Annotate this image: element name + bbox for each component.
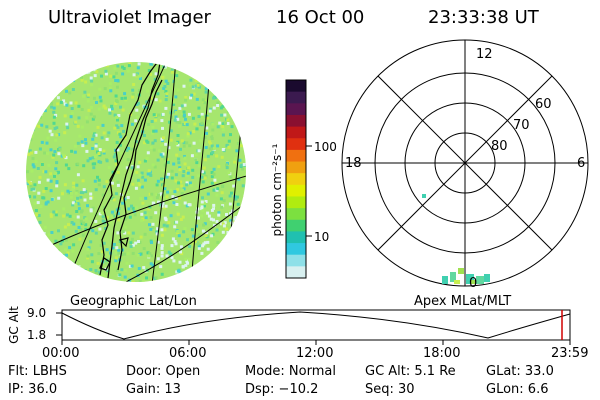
mlat-label-80: 80 <box>491 139 508 154</box>
colorbar-swatch <box>286 196 306 209</box>
colorbar-swatch <box>286 126 306 139</box>
x-tick-1800: 18:00 <box>423 346 461 361</box>
colorbar-swatch <box>286 173 306 186</box>
colorbar-swatch <box>286 80 306 93</box>
uv-image-disc <box>26 62 246 282</box>
polar-plot <box>341 39 589 287</box>
colorbar-swatch <box>286 91 306 104</box>
coastline <box>99 62 163 279</box>
gc-alt-axis-title: GC Alt <box>7 306 21 344</box>
status-gain: Gain: 13 <box>126 382 181 397</box>
mlat-label-70: 70 <box>513 118 530 133</box>
status-dsp: Dsp: −10.2 <box>245 382 319 397</box>
colorbar-tick-10: 10 <box>314 230 330 244</box>
altitude-strip-plot <box>56 309 571 345</box>
status-flt: Flt: LBHS <box>8 364 67 379</box>
colorbar-swatch <box>286 231 306 244</box>
status-door: Door: Open <box>126 364 201 379</box>
time-label: 23:33:38 UT <box>428 7 539 28</box>
colorbar-swatch <box>286 103 306 116</box>
colorbar-swatch <box>286 138 306 151</box>
instrument-title: Ultraviolet Imager <box>48 7 211 28</box>
colorbar-swatch <box>286 208 306 221</box>
colorbar-swatch <box>286 219 306 232</box>
mlt-label-12: 12 <box>476 47 493 62</box>
mlt-label-0: 0 <box>469 276 478 291</box>
colorbar-swatch <box>286 114 306 128</box>
status-mode: Mode: Normal <box>245 364 336 379</box>
mlt-label-6: 6 <box>577 156 586 171</box>
y-tick-1-8: 1.8 <box>27 328 47 342</box>
x-tick-2359: 23:59 <box>551 346 589 361</box>
y-tick-9: 9.0 <box>27 306 47 320</box>
geographic-label: Geographic Lat/Lon <box>70 294 197 309</box>
polar-emission <box>422 194 490 284</box>
colorbar-tick-100: 100 <box>314 140 337 154</box>
x-tick-0600: 06:00 <box>169 346 207 361</box>
colorbar-swatch <box>286 243 306 256</box>
colorbar-swatch <box>286 254 306 267</box>
status-seq: Seq: 30 <box>365 382 415 397</box>
colorbar-swatch <box>286 266 306 279</box>
mlt-label-18: 18 <box>345 156 362 171</box>
colorbar-swatch <box>286 161 306 174</box>
status-ip: IP: 36.0 <box>8 382 58 397</box>
mlat-label-60: 60 <box>535 97 552 112</box>
colorbar-swatch <box>286 184 306 197</box>
status-glat: GLat: 33.0 <box>486 364 554 379</box>
date-label: 16 Oct 00 <box>276 7 365 28</box>
colorbar-swatch <box>286 149 306 163</box>
x-tick-0000: 00:00 <box>42 346 80 361</box>
status-gc-alt: GC Alt: 5.1 Re <box>365 364 456 379</box>
x-tick-1200: 12:00 <box>296 346 334 361</box>
colorbar <box>285 79 312 279</box>
status-glon: GLon: 6.6 <box>486 382 549 397</box>
colorbar-unit-label: photon cm⁻²s⁻¹ <box>270 143 284 237</box>
apex-label: Apex MLat/MLT <box>414 294 512 309</box>
